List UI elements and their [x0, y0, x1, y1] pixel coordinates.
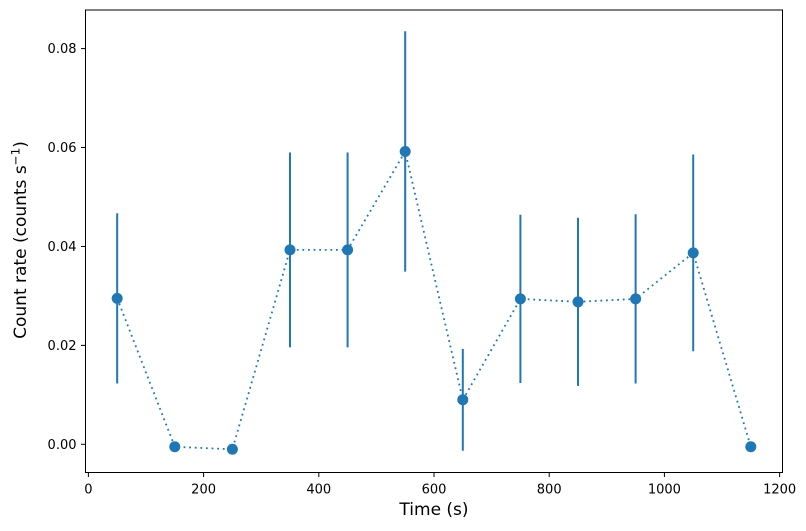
data-point-marker	[745, 441, 757, 453]
data-point-marker	[169, 441, 181, 453]
y-axis-label-exponent: −1	[8, 147, 23, 166]
data-point-marker	[572, 296, 584, 308]
x-tick-label: 1200	[763, 483, 796, 498]
x-tick-label: 1000	[648, 483, 681, 498]
y-tick-label: 0.06	[48, 141, 77, 156]
data-point-marker	[457, 394, 469, 406]
data-point-marker	[514, 293, 526, 305]
plot-spines	[85, 9, 783, 473]
y-tick-label: 0.08	[48, 42, 77, 57]
x-tick-label: 800	[537, 483, 562, 498]
y-axis-label-close: )	[11, 141, 31, 148]
data-point-marker	[630, 293, 642, 305]
x-tick-label: 600	[422, 483, 447, 498]
y-axis-label: Count rate (counts s−1)	[8, 9, 31, 471]
y-tick-label: 0.04	[48, 240, 77, 255]
y-axis-label-text: Count rate (counts s	[11, 165, 31, 339]
x-axis-label: Time (s)	[399, 500, 469, 520]
data-point-marker	[111, 292, 123, 304]
x-tick-label: 200	[191, 483, 216, 498]
y-tick-label: 0.00	[48, 438, 77, 453]
data-point-marker	[226, 443, 238, 455]
data-point-marker	[687, 247, 699, 259]
x-tick-label: 400	[306, 483, 331, 498]
data-point-marker	[284, 244, 296, 256]
y-tick-label: 0.02	[48, 339, 77, 354]
x-tick-label: 0	[84, 483, 92, 498]
data-point-marker	[399, 145, 411, 157]
data-line	[116, 149, 752, 451]
data-point-marker	[342, 244, 354, 256]
